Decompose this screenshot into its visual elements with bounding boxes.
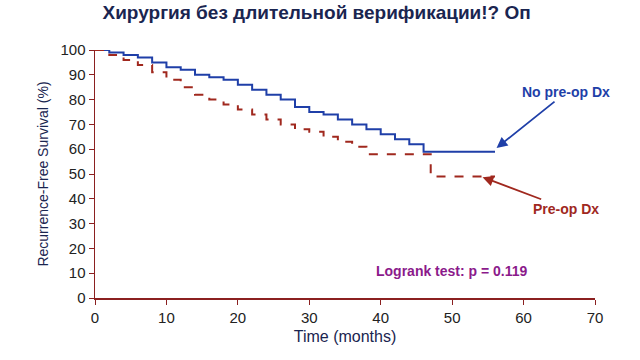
svg-text:30: 30 [301, 309, 318, 326]
svg-text:40: 40 [69, 190, 86, 207]
svg-text:60: 60 [69, 140, 86, 157]
svg-text:Pre-op Dx: Pre-op Dx [533, 201, 599, 217]
svg-text:40: 40 [372, 309, 389, 326]
svg-text:70: 70 [587, 309, 604, 326]
svg-text:50: 50 [69, 165, 86, 182]
svg-text:No pre-op Dx: No pre-op Dx [522, 84, 610, 100]
svg-text:Logrank test: p = 0.119: Logrank test: p = 0.119 [376, 263, 528, 279]
svg-text:70: 70 [69, 116, 86, 133]
svg-text:Хирургия без длительной верифи: Хирургия без длительной верификации!? Оп [103, 2, 531, 23]
svg-text:10: 10 [158, 309, 175, 326]
svg-text:10: 10 [69, 264, 86, 281]
svg-text:20: 20 [230, 309, 247, 326]
svg-text:100: 100 [60, 41, 85, 58]
svg-text:0: 0 [77, 289, 85, 306]
svg-text:20: 20 [69, 240, 86, 257]
svg-text:Time (months): Time (months) [294, 328, 397, 345]
svg-text:60: 60 [515, 309, 532, 326]
svg-text:30: 30 [69, 215, 86, 232]
svg-text:0: 0 [91, 309, 99, 326]
svg-text:50: 50 [444, 309, 461, 326]
svg-text:90: 90 [69, 66, 86, 83]
svg-text:Recurrence-Free Survival (%): Recurrence-Free Survival (%) [35, 81, 51, 266]
svg-text:80: 80 [69, 91, 86, 108]
